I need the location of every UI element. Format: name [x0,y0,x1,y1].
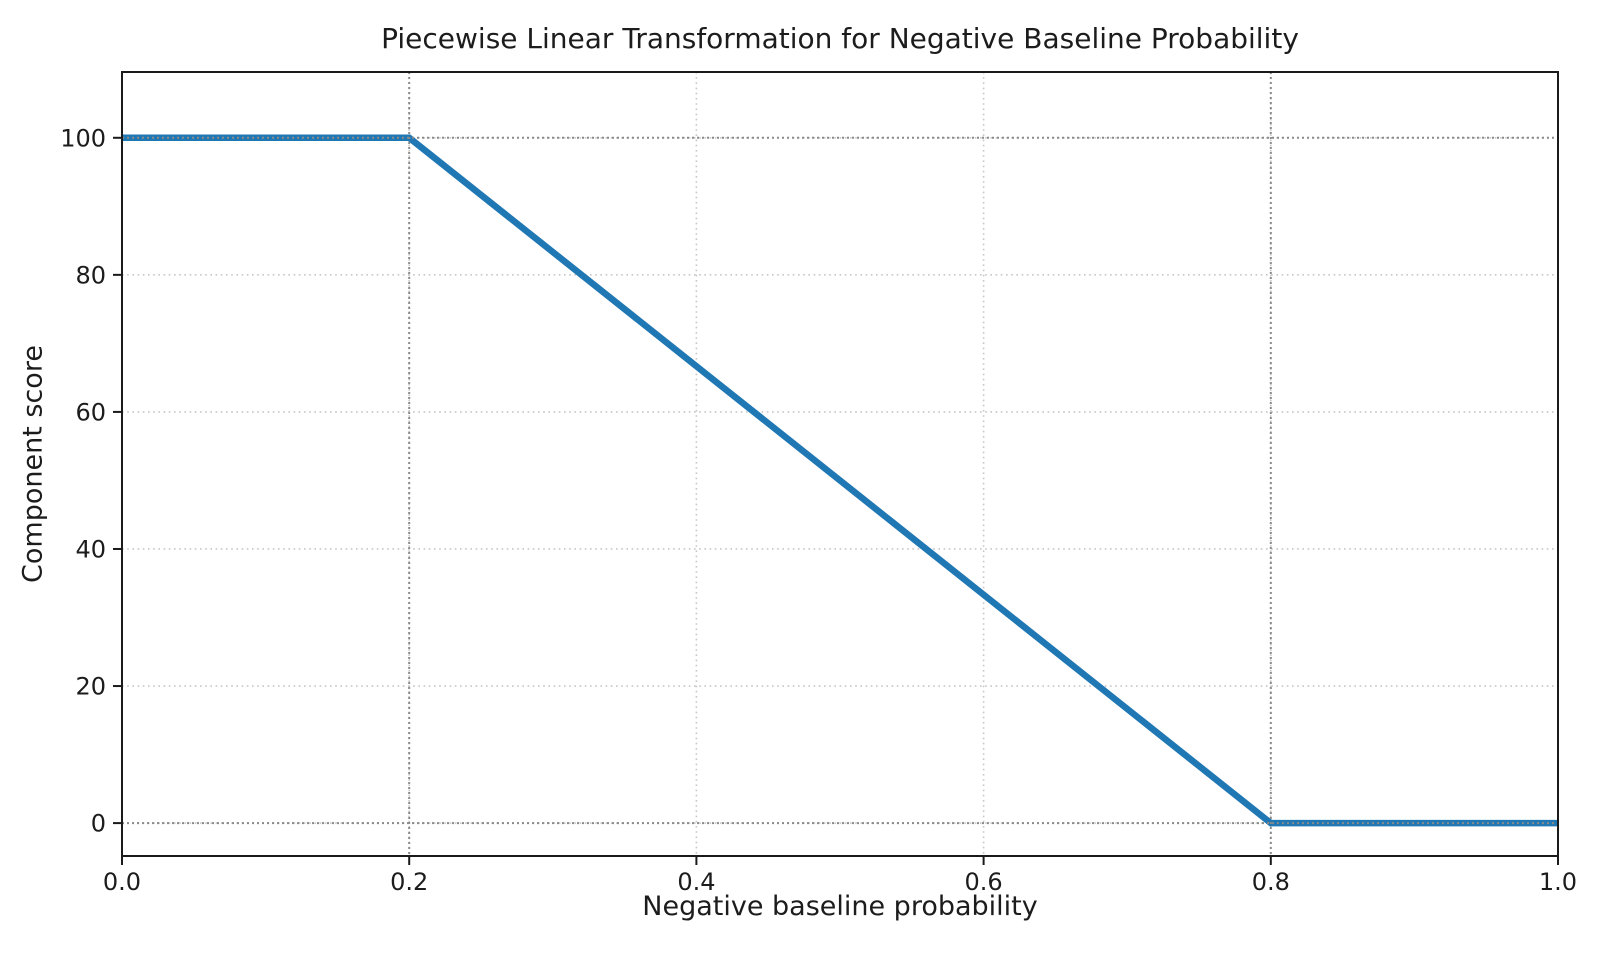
axes-box [121,71,1559,857]
x-tick-label: 0.0 [103,868,141,896]
chart-title: Piecewise Linear Transformation for Nega… [381,22,1299,55]
series-line [122,134,1558,827]
y-tick-label: 100 [60,124,106,152]
y-tick-label: 40 [75,535,106,563]
y-tick-label: 20 [75,673,106,701]
y-tick-label: 0 [91,810,106,838]
x-tick-label: 1.0 [1539,868,1577,896]
y-tick-label: 60 [75,398,106,426]
x-axis-label: Negative baseline probability [642,891,1038,922]
x-tick-label: 0.2 [390,868,428,896]
x-tick-label: 0.8 [1252,868,1290,896]
x-tick-label: 0.6 [965,868,1003,896]
y-tick-label: 80 [75,261,106,289]
x-tick-label: 0.4 [677,868,715,896]
